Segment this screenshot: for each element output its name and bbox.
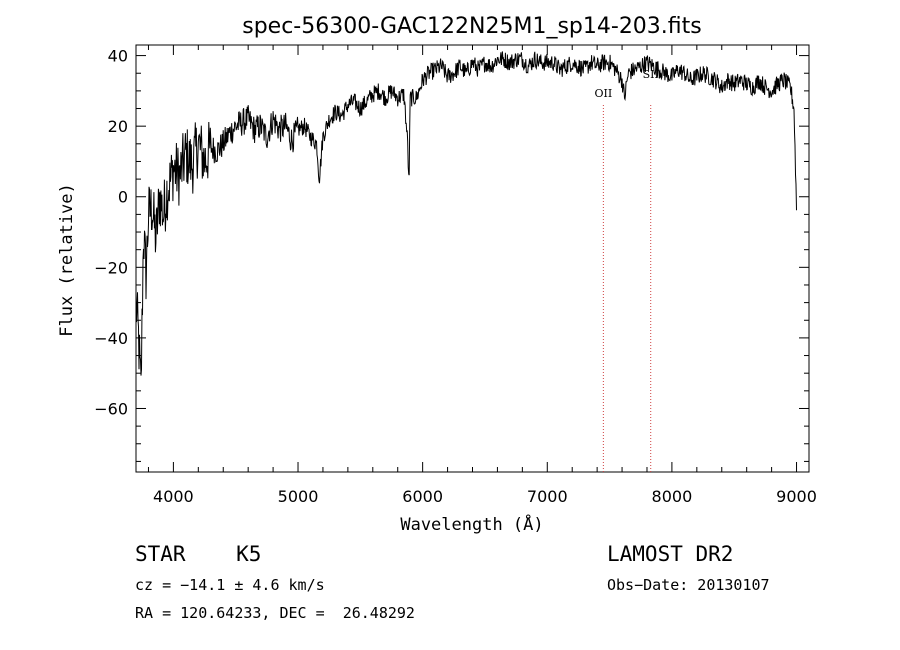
y-axis-label: Flux (relative) bbox=[57, 183, 77, 337]
x-tick-label: 9000 bbox=[776, 487, 817, 506]
y-tick-label: −20 bbox=[94, 258, 128, 277]
coordinates-label: RA = 120.64233, DEC = 26.48292 bbox=[135, 604, 415, 622]
spectrum-line bbox=[135, 51, 797, 376]
annotation-label: SII bbox=[643, 68, 659, 81]
x-tick-label: 5000 bbox=[278, 487, 319, 506]
y-tick-label: 20 bbox=[108, 117, 128, 136]
classification-label: STAR K5 bbox=[135, 542, 262, 566]
redshift-label: cz = −14.1 ± 4.6 km/s bbox=[135, 576, 325, 594]
chart-title: spec-56300-GAC122N25M1_sp14-203.fits bbox=[242, 14, 702, 39]
y-tick-label: −40 bbox=[94, 329, 128, 348]
x-tick-label: 6000 bbox=[402, 487, 443, 506]
obs-date-label: Obs−Date: 20130107 bbox=[607, 576, 770, 594]
axis-ticks: 4000 5000 6000 7000 8000 9000 −60 −40 −20 0 20 40 bbox=[94, 45, 817, 506]
x-tick-label: 8000 bbox=[652, 487, 693, 506]
x-tick-label: 4000 bbox=[153, 487, 194, 506]
annotations: OII SII bbox=[595, 68, 659, 472]
y-tick-label: −60 bbox=[94, 399, 128, 418]
y-tick-label: 40 bbox=[108, 47, 128, 66]
annotation-label: OII bbox=[595, 87, 613, 100]
y-tick-label: 0 bbox=[118, 188, 128, 207]
x-axis-label: Wavelength (Å) bbox=[400, 513, 543, 535]
x-tick-label: 7000 bbox=[527, 487, 568, 506]
plot-frame bbox=[135, 44, 810, 473]
survey-label: LAMOST DR2 bbox=[607, 542, 734, 566]
